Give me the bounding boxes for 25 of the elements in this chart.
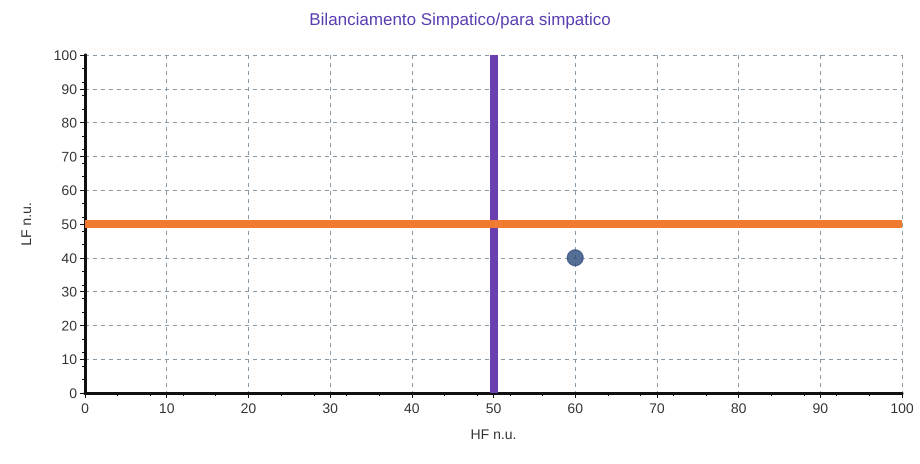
- x-tick-label: 0: [81, 400, 90, 416]
- y-tick-label: 30: [61, 284, 78, 300]
- y-tick-label: 20: [61, 317, 78, 334]
- y-tick-label: 90: [61, 80, 78, 97]
- y-tick-label: 50: [61, 216, 78, 232]
- x-tick-label: 10: [158, 400, 175, 416]
- x-tick-label: 90: [812, 400, 828, 416]
- y-tick-label: 10: [61, 351, 78, 368]
- x-tick-label: 40: [404, 400, 420, 416]
- x-tick-label: 100: [890, 400, 914, 416]
- y-tick-label: 70: [61, 148, 78, 164]
- y-tick-label: 60: [61, 182, 78, 198]
- y-axis-title: LF n.u.: [18, 202, 34, 246]
- y-tick-label: 40: [61, 250, 78, 266]
- x-tick-label: 60: [567, 400, 584, 416]
- chart-title: Bilanciamento Simpatico/para simpatico: [309, 10, 611, 29]
- x-tick-label: 20: [240, 400, 256, 416]
- x-tick-label: 50: [486, 400, 502, 416]
- x-tick-label: 80: [730, 400, 747, 416]
- y-tick-label: 0: [69, 385, 78, 401]
- x-axis-title: HF n.u.: [470, 426, 516, 442]
- y-tick-label: 100: [54, 47, 78, 63]
- y-tick-label: 80: [61, 114, 78, 131]
- x-tick-label: 30: [322, 400, 338, 416]
- x-tick-label: 70: [649, 400, 665, 416]
